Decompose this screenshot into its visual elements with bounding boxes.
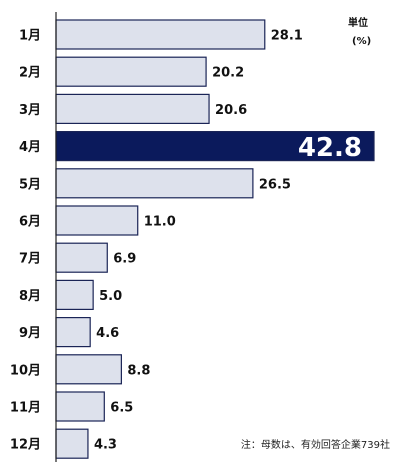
value-label: 20.2 (212, 66, 244, 81)
bar (55, 168, 254, 199)
bar (55, 354, 122, 385)
bar (55, 242, 108, 273)
unit-percent: (%) (352, 36, 371, 47)
category-label: 7月 (19, 252, 41, 267)
value-label: 26.5 (259, 177, 291, 192)
value-label: 6.9 (113, 252, 136, 267)
value-label: 4.3 (94, 438, 117, 453)
bars-layer: 1月 28.1 2月 20.2 3月 20.6 4月 42.8 5月 26.5 6月 11.0 7月 6.… (10, 19, 375, 459)
unit-label: 単位 (348, 16, 368, 29)
value-label: 4.6 (96, 326, 119, 341)
value-label: 42.8 (298, 133, 362, 163)
bar-highlight (55, 131, 375, 162)
category-label: 8月 (19, 289, 41, 304)
category-label: 5月 (19, 177, 41, 192)
value-label: 6.5 (110, 401, 133, 416)
value-label: 5.0 (99, 289, 122, 304)
value-label: 8.8 (127, 363, 150, 378)
category-label: 1月 (19, 29, 41, 44)
category-label: 2月 (19, 66, 41, 81)
category-label: 10月 (10, 363, 41, 378)
bar (55, 428, 89, 459)
bar (55, 279, 94, 310)
category-label: 12月 (10, 438, 41, 453)
category-label: 4月 (19, 140, 41, 155)
category-label: 3月 (19, 103, 41, 118)
bar (55, 391, 105, 422)
category-label: 11月 (10, 401, 41, 416)
value-label: 11.0 (144, 215, 176, 230)
value-label: 20.6 (215, 103, 247, 118)
bar (55, 19, 266, 50)
bar (55, 56, 207, 87)
category-label: 9月 (19, 326, 41, 341)
footnote: 注：母数は、有効回答企業739社 (241, 438, 390, 451)
bar (55, 317, 91, 348)
bar (55, 205, 139, 236)
bar (55, 93, 210, 125)
value-label: 28.1 (271, 29, 303, 44)
category-label: 6月 (19, 215, 41, 230)
